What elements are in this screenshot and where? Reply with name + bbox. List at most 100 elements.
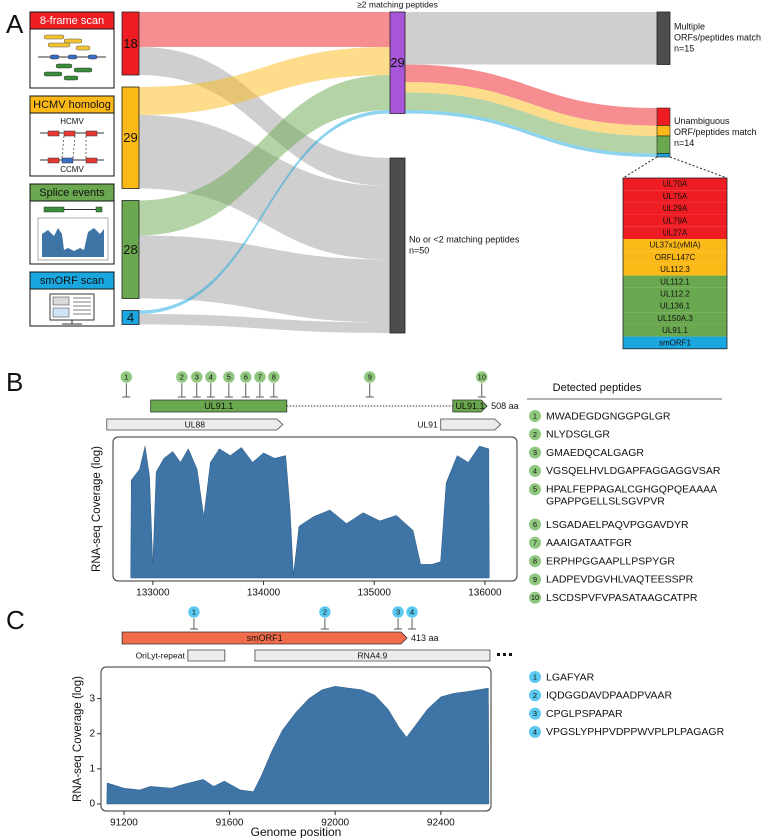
icon-shape [63,38,83,44]
icon-shape [47,42,71,48]
peptide-id: 6 [244,372,248,381]
orf-row [623,202,727,215]
coverage-area [106,686,490,805]
orf-name: UL27A [663,229,688,238]
peptide-id: 5 [227,372,231,381]
protein-exon [121,631,408,645]
x-tick-label: 91200 [110,818,138,829]
protein-name: UL91.1 [455,401,484,411]
peptide-marker [253,370,267,384]
icon-label: CCMV [60,165,84,174]
orf-row [623,214,727,227]
x-tick-label: 135000 [358,588,392,599]
method-header [29,11,115,30]
x-tick-label: 91600 [216,818,244,829]
node-name: ORFs/peptides match [674,33,761,43]
gene [187,649,226,662]
peptide-list-id: 5 [533,485,537,494]
peptide-list-id: 3 [533,448,537,457]
orf-name: UL112.3 [660,265,690,274]
orf-name: UL112.1 [660,277,690,286]
method-name: HCMV homolog [33,99,111,111]
gene-name: OriLyt-repeat [136,650,186,660]
y-axis-label: RNA-seq Coverage (log) [91,446,103,572]
node-count: n=15 [674,44,694,54]
orf-name: ORFL147C [655,253,696,262]
peptide-list-marker [529,591,541,604]
sankey-link [405,92,657,154]
orf-list-frame [622,177,728,350]
peptide-id: 7 [258,372,262,381]
sankey-link [139,235,390,323]
zoom-line [622,156,658,179]
peptide-list-marker [529,410,541,422]
peptide-sequence: GMAEDQCALGAGR [546,447,644,459]
peptide-marker [267,370,281,384]
peptide-list-id: 6 [533,520,537,529]
peptide-id: 3 [396,607,400,616]
continuation-dots [497,653,512,656]
peptide-id: 2 [323,607,327,616]
sankey-node [389,157,406,334]
orf-row [623,275,727,288]
panel-label: C [6,605,25,635]
sankey-node [121,86,140,189]
icon-shape [42,228,104,257]
peptide-sequence: CPGLPSPAPAR [546,708,623,720]
peptide-marker [120,370,133,384]
panel-label: B [6,367,23,397]
node-name: Unambiguous [674,116,730,126]
node-name: ≥2 matching peptides [357,0,438,9]
method-header [29,271,115,290]
orf-row [623,300,727,313]
peptide-list-id: 2 [533,430,537,439]
icon-shape [43,34,65,40]
icon-shape [43,71,63,77]
icon-shape [63,130,76,137]
y-tick-label: 3 [89,693,95,704]
peptide-list-id: 8 [533,557,537,566]
y-tick-label: 2 [89,728,95,739]
icon-shape [55,63,73,69]
y-axis-label: RNA-seq Coverage (log) [72,676,84,802]
peptide-id: 10 [478,372,486,381]
x-tick-label: 92000 [321,818,349,829]
orf-row [623,178,727,191]
peptide-sequence: LSGADAELPAQVPGGAVDYR [546,519,689,531]
node-count: n=14 [674,138,694,148]
orf-row [623,226,727,239]
sankey-link [139,110,390,314]
peptide-list-marker [529,536,541,549]
sankey-node [656,11,671,65]
y-tick-label: 0 [89,799,95,810]
peptide-list-marker [529,707,541,720]
sankey-link [139,75,390,236]
orf-row [623,324,727,337]
sankey-node [389,11,406,114]
protein-length: 413 aa [411,633,439,643]
node-name: Multiple [674,22,705,32]
method-header [29,183,115,202]
peptide-sequence: LSCDSPVFVPASATAAGCATPR [546,592,698,604]
gene [106,418,284,431]
peptide-marker [318,605,332,619]
orf-name: UL136.1 [660,302,691,311]
protein-name: UL91.1 [204,401,233,411]
peptide-id: 1 [124,372,128,381]
peptide-sequence: VGSQELHVLDGAPFAGGAGGVSAR [546,465,721,477]
x-tick-label: 134000 [247,588,281,599]
node-value: 29 [123,130,137,145]
peptide-marker [190,370,204,384]
peptide-marker [363,370,377,384]
peptide-marker [239,370,253,384]
protein-length: 508 aa [491,401,519,411]
method-name: smORF scan [40,275,104,287]
sankey-node [121,200,140,299]
sankey-link [405,64,657,126]
peptide-list-marker [529,671,541,683]
orf-name: UL112.2 [660,290,690,299]
peptide-marker [204,370,218,384]
peptide-list-id: 1 [533,411,537,420]
